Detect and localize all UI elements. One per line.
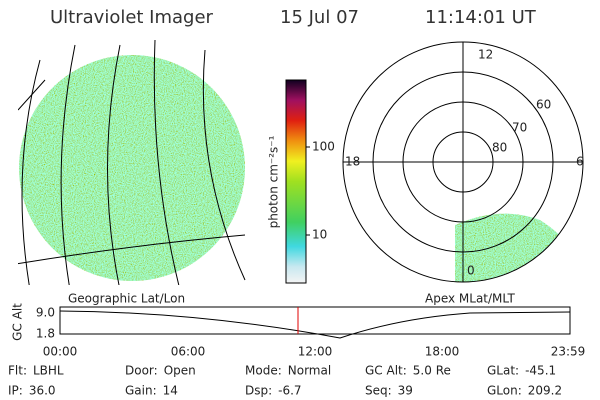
lat-label: 60: [536, 98, 551, 112]
info-value: 36.0: [29, 384, 56, 398]
instrument: Ultraviolet Imager: [50, 7, 214, 28]
mlt-label: 12: [478, 48, 493, 62]
info-label: GLat:: [487, 364, 519, 378]
timeline-frame: [59, 306, 571, 335]
timeline-xtick: 23:59: [551, 345, 586, 359]
timeline-ytick: 1.8: [36, 327, 55, 341]
info-value: 14: [163, 384, 178, 398]
info-value: 39: [398, 384, 413, 398]
info-label: IP:: [8, 384, 23, 398]
info-value: LBHL: [33, 364, 64, 378]
info-value: Open: [164, 364, 196, 378]
info-value: 209.2: [528, 384, 562, 398]
timeline-ytick: 9.0: [36, 306, 55, 320]
date: 15 Jul 07: [280, 7, 359, 28]
mlt-label: 18: [345, 155, 360, 169]
timeline-xtick: 18:00: [425, 345, 460, 359]
info-label: Dsp:: [245, 384, 272, 398]
info-value: -6.7: [278, 384, 301, 398]
panel-label: Geographic Lat/Lon: [68, 292, 185, 306]
info-label: Flt:: [8, 364, 27, 378]
timeline-xtick: 12:00: [298, 345, 333, 359]
colorbar: [285, 79, 307, 284]
time: 11:14:01 UT: [425, 7, 537, 28]
colorbar-label: photon cm⁻²s⁻¹: [267, 135, 281, 228]
info-value: -45.1: [525, 364, 556, 378]
mlt-label: 0: [467, 264, 475, 278]
info-label: Door:: [125, 364, 158, 378]
timeline-ylabel: GC Alt: [11, 303, 25, 341]
info-value: Normal: [288, 364, 331, 378]
mlt-label: 6: [576, 155, 584, 169]
lat-label: 80: [492, 141, 507, 155]
timeline-xtick: 06:00: [171, 345, 206, 359]
altitude-curve: [59, 310, 571, 339]
timeline-xtick: 00:00: [43, 345, 78, 359]
info-label: Mode:: [245, 364, 282, 378]
info-value: 5.0 Re: [413, 364, 451, 378]
info-panel: Flt: LBHL Door: Open Mode: Normal GC Alt: 5.0 R…: [8, 364, 562, 398]
geo-image: [18, 40, 246, 285]
info-label: Seq:: [365, 384, 392, 398]
info-label: GLon:: [487, 384, 522, 398]
polar-plot: [342, 41, 584, 283]
lat-label: 70: [512, 121, 527, 135]
info-label: Gain:: [125, 384, 157, 398]
colorbar-tick: 10: [312, 228, 327, 242]
panel-label: Apex MLat/MLT: [425, 292, 515, 306]
info-label: GC Alt:: [365, 364, 407, 378]
colorbar-tick: 100: [312, 140, 335, 154]
